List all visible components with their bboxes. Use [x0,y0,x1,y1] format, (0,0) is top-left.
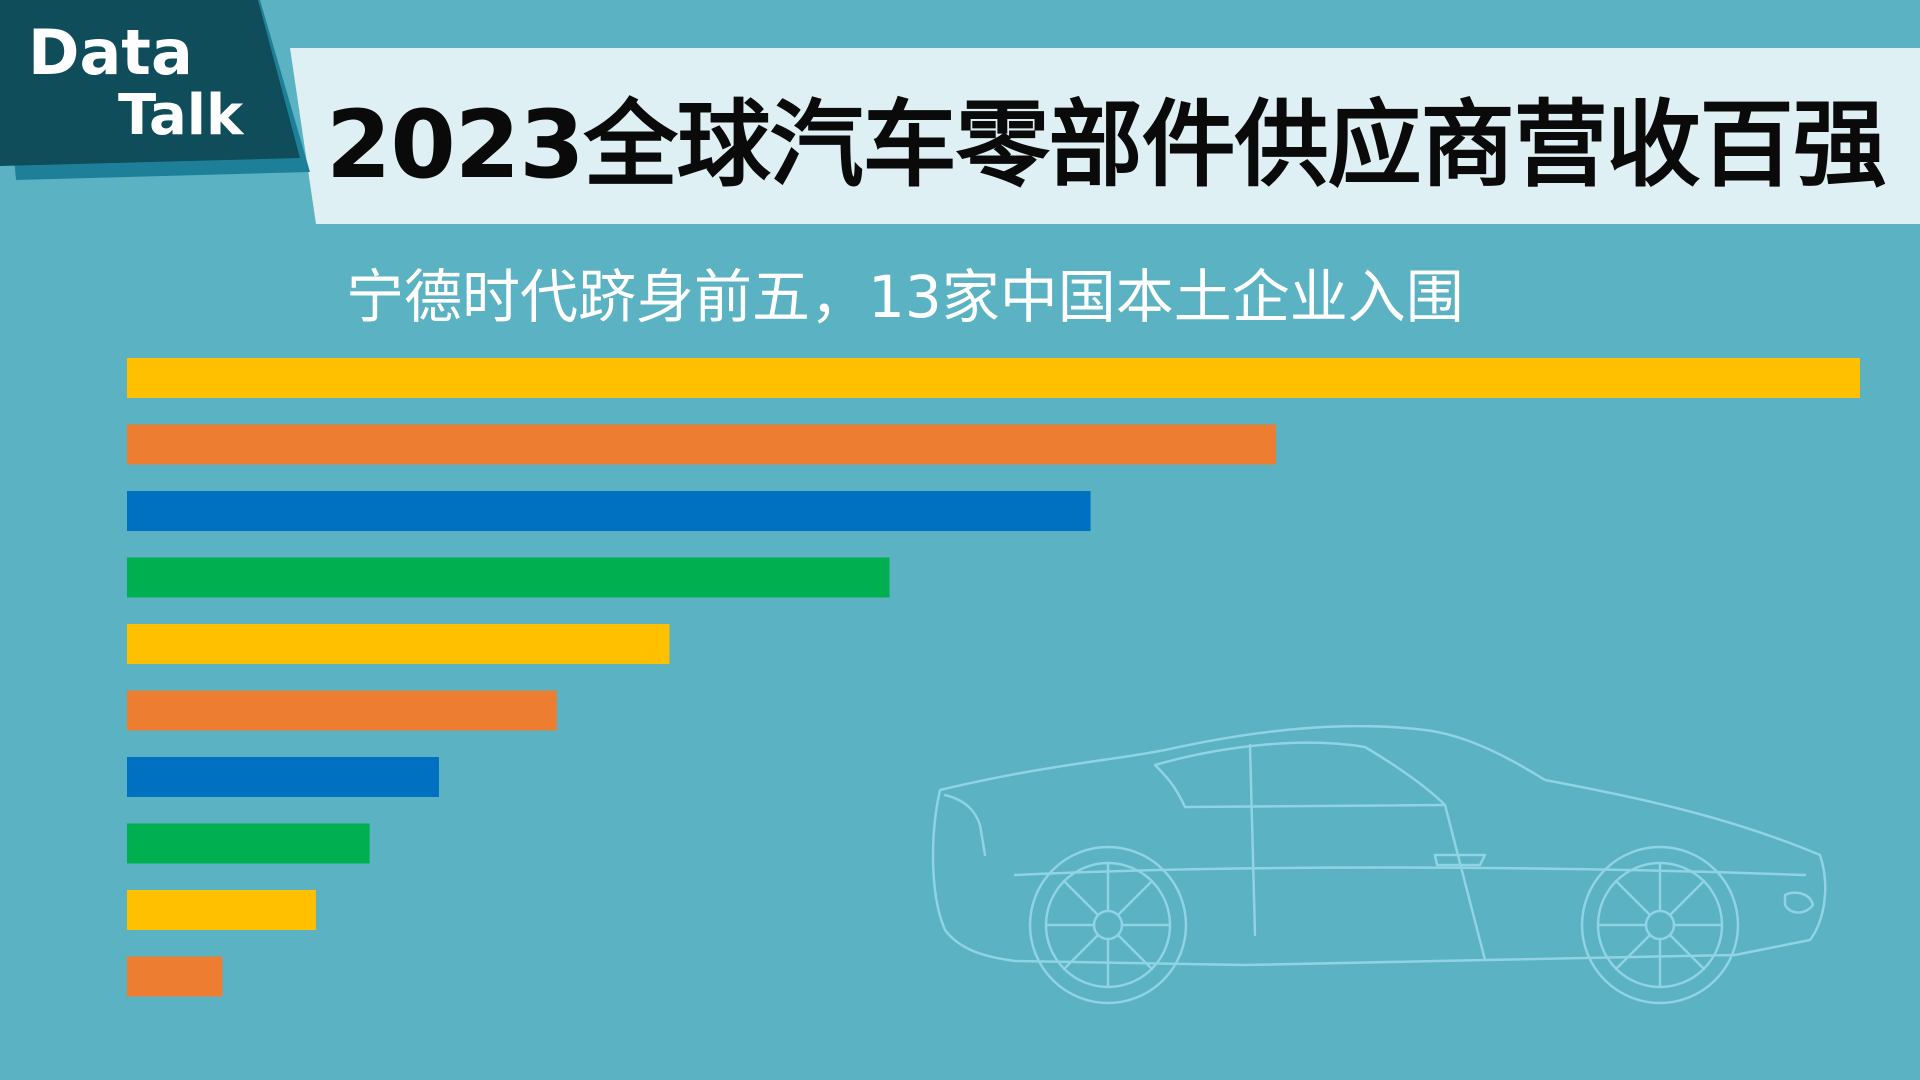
bar-10 [127,956,223,997]
bar-3 [127,491,1091,531]
bar-5 [127,624,670,664]
data-talk-badge: Data Talk [0,0,300,166]
page-title: 2023全球汽车零部件供应商营收百强 [326,91,1887,200]
bar-1 [127,358,1860,398]
bar-9 [127,890,316,930]
title-band [290,48,1920,224]
bar-8 [127,823,370,864]
bar-7 [127,757,439,797]
page-subtitle: 宁德时代跻身前五，13家中国本土企业入围 [346,263,1464,331]
badge-text-talk: Talk [118,83,244,148]
badge-text-data: Data [28,16,193,89]
bar-4 [127,557,890,598]
bar-2 [127,424,1276,465]
bar-6 [127,690,557,731]
car-outline-illustration [931,725,1827,1005]
